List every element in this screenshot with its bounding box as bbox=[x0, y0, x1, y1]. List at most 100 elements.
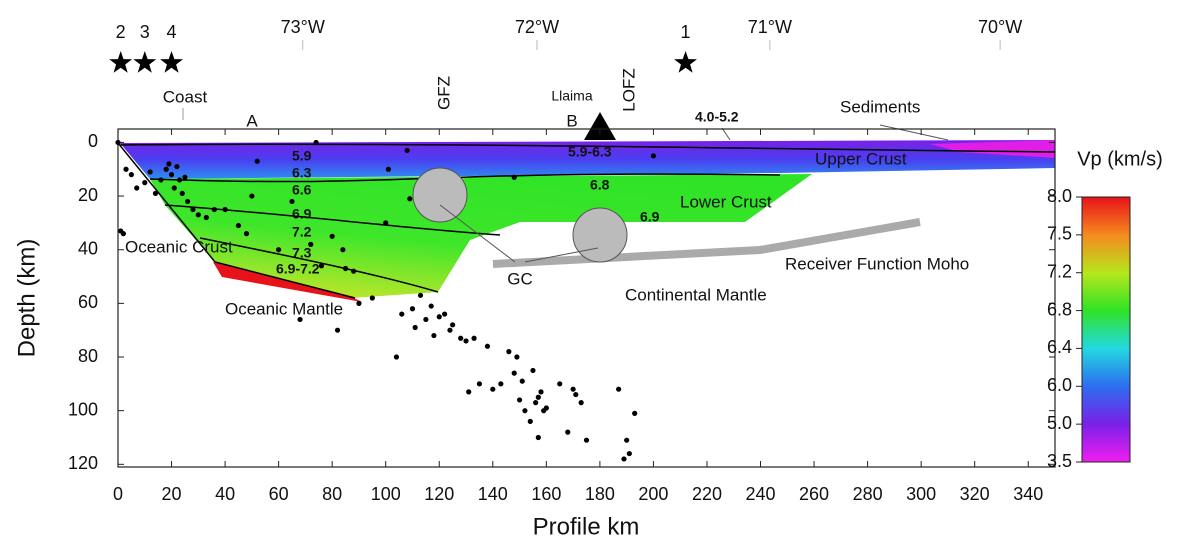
earthquake bbox=[511, 174, 517, 180]
colorbar-tick-label: 7.5 bbox=[1047, 224, 1072, 244]
earthquake bbox=[514, 354, 520, 360]
earthquake bbox=[511, 370, 517, 376]
label: GC bbox=[507, 269, 533, 288]
earthquake bbox=[276, 247, 282, 253]
earthquake bbox=[412, 324, 418, 331]
earthquake bbox=[334, 327, 341, 333]
event-star bbox=[109, 51, 133, 73]
moho-line bbox=[492, 218, 921, 268]
colorbar-tick-label: 8.0 bbox=[1047, 186, 1072, 206]
earthquake bbox=[385, 166, 391, 172]
earthquake bbox=[163, 166, 169, 172]
y-tick-label: 120 bbox=[68, 453, 98, 473]
earthquake bbox=[254, 158, 260, 164]
label: Receiver Function Moho bbox=[785, 254, 969, 273]
velocity-label: 6.3 bbox=[292, 165, 312, 181]
leader-line bbox=[879, 124, 949, 141]
event-star bbox=[160, 51, 183, 73]
label: Coast bbox=[163, 87, 208, 106]
earthquake bbox=[407, 196, 413, 202]
earthquake bbox=[565, 429, 571, 435]
earthquake bbox=[570, 386, 576, 392]
earthquake bbox=[519, 378, 525, 384]
earthquake bbox=[369, 295, 375, 301]
event-label: 3 bbox=[140, 22, 150, 42]
earthquake bbox=[123, 166, 129, 172]
earthquake bbox=[120, 231, 126, 237]
earthquake bbox=[516, 397, 523, 403]
x-tick-label: 80 bbox=[322, 484, 342, 504]
colorbar-tick-label: 6.4 bbox=[1047, 337, 1072, 357]
earthquake bbox=[243, 231, 250, 237]
earthquake bbox=[222, 206, 228, 213]
model-regions bbox=[117, 112, 1056, 302]
earthquake bbox=[632, 410, 638, 416]
earthquake bbox=[530, 367, 536, 374]
label: Upper Crust bbox=[815, 149, 907, 168]
earthquake bbox=[340, 247, 346, 253]
leader-line bbox=[439, 204, 516, 263]
earthquake bbox=[621, 456, 627, 462]
earthquake bbox=[404, 147, 410, 154]
earthquake bbox=[490, 386, 496, 392]
x-tick-label: 200 bbox=[638, 484, 668, 504]
earthquake bbox=[650, 153, 657, 159]
earthquake bbox=[203, 214, 209, 221]
label: LOFZ bbox=[619, 68, 638, 111]
earthquake bbox=[147, 169, 153, 175]
earthquake bbox=[498, 381, 504, 387]
earthquake bbox=[182, 174, 188, 180]
velocity-label: 6.8 bbox=[590, 177, 610, 193]
gravity-circle bbox=[572, 207, 628, 263]
plot-frame bbox=[117, 128, 1056, 468]
velocity-label: 6.9 bbox=[292, 206, 312, 222]
velocity-label: 5.9-6.3 bbox=[568, 144, 612, 160]
earthquake bbox=[235, 222, 242, 229]
event-label: 4 bbox=[167, 22, 177, 42]
earthquake bbox=[171, 185, 177, 191]
event-star bbox=[133, 51, 157, 73]
gravity-circle bbox=[412, 167, 468, 223]
oceanic-mantle bbox=[213, 262, 362, 302]
volcano bbox=[584, 112, 616, 140]
earthquake bbox=[308, 241, 314, 247]
x-tick-label: 220 bbox=[692, 484, 722, 504]
earthquake bbox=[342, 265, 349, 272]
earthquake bbox=[115, 139, 121, 146]
event-label: 1 bbox=[681, 22, 691, 42]
earthquake bbox=[447, 327, 453, 333]
event-star bbox=[674, 51, 697, 73]
earthquake bbox=[356, 300, 362, 306]
earthquake bbox=[423, 316, 429, 323]
x-axis-title: Profile km bbox=[533, 513, 640, 540]
earthquake bbox=[557, 381, 563, 387]
earthquake bbox=[289, 198, 295, 205]
earthquake bbox=[506, 349, 512, 355]
earthquake bbox=[535, 394, 541, 400]
velocity-label: 6.6 bbox=[292, 182, 312, 198]
label: B bbox=[566, 111, 577, 130]
earthquake bbox=[484, 343, 491, 349]
x-tick-label: 300 bbox=[906, 484, 936, 504]
earthquake bbox=[128, 172, 134, 178]
colorbar-tick-label: 6.8 bbox=[1047, 299, 1072, 319]
earthquake bbox=[450, 322, 456, 328]
top-tick-label: 70°W bbox=[978, 17, 1022, 37]
y-tick-label: 0 bbox=[88, 131, 98, 151]
x-tick-label: 320 bbox=[960, 484, 990, 504]
x-tick-label: 340 bbox=[1013, 484, 1043, 504]
velocity-label: 7.3 bbox=[292, 245, 312, 261]
earthquake bbox=[179, 190, 185, 196]
earthquake bbox=[166, 161, 172, 167]
label: Oceanic Crust bbox=[125, 237, 233, 256]
top-tick-label: 73°W bbox=[281, 17, 325, 37]
x-tick-label: 260 bbox=[799, 484, 829, 504]
earthquake bbox=[134, 185, 140, 191]
earthquake bbox=[142, 180, 148, 186]
label: Sediments bbox=[840, 97, 920, 116]
y-axis-title: Depth (km) bbox=[13, 239, 40, 358]
y-tick-label: 40 bbox=[78, 238, 98, 258]
earthquake bbox=[318, 263, 325, 269]
boundary bbox=[119, 143, 1056, 153]
y-tick-label: 100 bbox=[68, 399, 98, 419]
